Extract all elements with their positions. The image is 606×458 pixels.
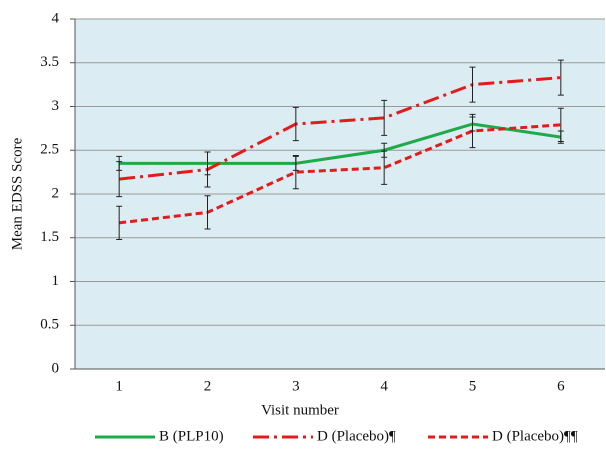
x-axis-label: Visit number	[261, 402, 339, 418]
error-bar	[557, 107, 564, 142]
legend-label: D (Placebo)¶¶	[492, 428, 578, 444]
error-bar	[116, 161, 123, 198]
y-tick-label: 1.5	[40, 229, 59, 245]
error-bar	[292, 106, 299, 142]
error-bar	[204, 151, 211, 188]
error-bar	[469, 113, 476, 149]
y-tick-label: 0	[52, 360, 60, 376]
error-bar	[292, 155, 299, 190]
error-bar	[469, 66, 476, 103]
y-tick-label: 2.5	[40, 142, 59, 158]
y-tick-label: 4	[52, 10, 60, 26]
legend-label: D (Placebo)¶	[317, 428, 396, 444]
x-tick-label: 4	[380, 378, 388, 394]
x-tick-label: 3	[292, 378, 300, 394]
y-tick-label: 0.5	[40, 317, 59, 333]
error-bar	[381, 150, 388, 185]
x-tick-label: 1	[115, 378, 123, 394]
y-tick-label: 2	[52, 185, 60, 201]
legend-label: B (PLP10)	[159, 428, 224, 444]
y-tick-label: 3.5	[40, 54, 59, 70]
x-tick-label: 5	[469, 378, 477, 394]
error-bar	[116, 205, 123, 240]
series-line	[119, 76, 561, 181]
x-tick-label: 2	[204, 378, 212, 394]
error-bar	[381, 99, 388, 136]
series-line	[119, 122, 562, 165]
y-tick-label: 3	[52, 98, 60, 114]
error-bar	[204, 195, 211, 230]
y-axis-label: Mean EDSS Score	[9, 137, 25, 250]
error-bar	[557, 59, 564, 96]
x-tick-label: 6	[557, 378, 565, 394]
y-tick-label: 1	[52, 273, 60, 289]
